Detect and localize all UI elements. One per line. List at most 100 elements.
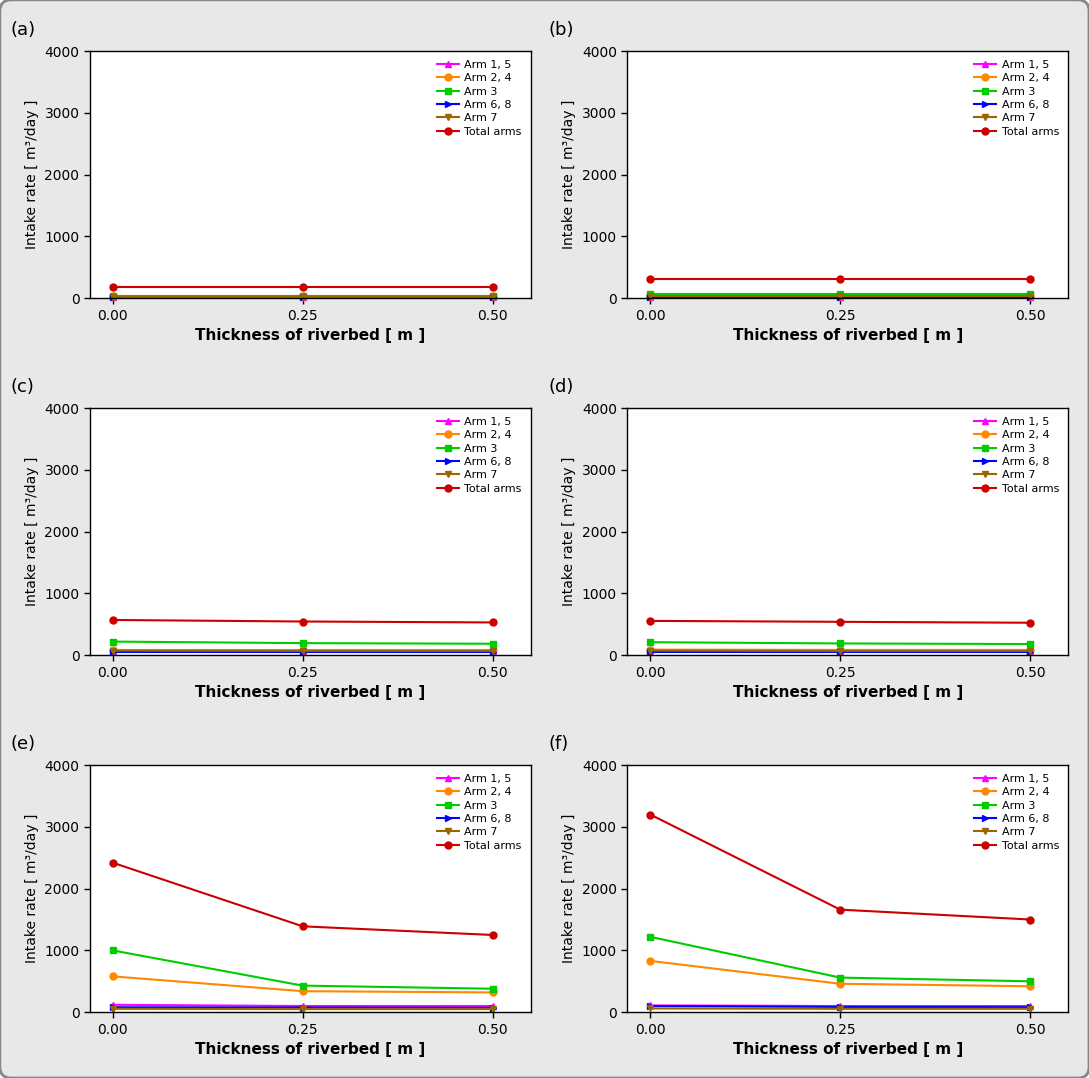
Line: Arm 2, 4: Arm 2, 4 — [109, 293, 497, 300]
Total arms — [644, 273, 657, 286]
Arm 2, 4 — [834, 289, 847, 302]
Total arms — [834, 903, 847, 916]
Line: Arm 7: Arm 7 — [109, 647, 497, 654]
Total arms — [486, 928, 499, 941]
Arm 7 — [644, 644, 657, 657]
Arm 3 — [1024, 288, 1037, 301]
Arm 3 — [644, 288, 657, 301]
Arm 6, 8 — [644, 290, 657, 303]
Arm 7 — [1024, 290, 1037, 303]
Total arms — [644, 808, 657, 821]
Arm 3 — [296, 637, 309, 650]
Arm 2, 4 — [486, 290, 499, 303]
Arm 7 — [486, 1003, 499, 1015]
Arm 2, 4 — [834, 978, 847, 991]
Line: Arm 3: Arm 3 — [109, 638, 497, 647]
Line: Total arms: Total arms — [647, 276, 1033, 282]
Arm 6, 8 — [296, 646, 309, 659]
Arm 6, 8 — [834, 290, 847, 303]
X-axis label: Thickness of riverbed [ m ]: Thickness of riverbed [ m ] — [733, 328, 963, 343]
Line: Arm 2, 4: Arm 2, 4 — [647, 646, 1033, 653]
Line: Arm 3: Arm 3 — [647, 639, 1033, 648]
Line: Arm 6, 8: Arm 6, 8 — [109, 1004, 497, 1011]
Text: (b): (b) — [548, 20, 574, 39]
Text: (a): (a) — [11, 20, 36, 39]
Arm 3 — [834, 637, 847, 650]
Arm 1, 5 — [834, 645, 847, 658]
Total arms — [296, 616, 309, 628]
Line: Arm 6, 8: Arm 6, 8 — [109, 648, 497, 655]
Arm 1, 5 — [296, 290, 309, 303]
Text: (d): (d) — [548, 377, 574, 396]
Line: Arm 6, 8: Arm 6, 8 — [109, 294, 497, 301]
Total arms — [106, 613, 119, 626]
Total arms — [1024, 273, 1037, 286]
Arm 7 — [834, 645, 847, 658]
Arm 6, 8 — [296, 1001, 309, 1014]
Arm 6, 8 — [486, 646, 499, 659]
Arm 1, 5 — [106, 998, 119, 1011]
Arm 1, 5 — [644, 999, 657, 1012]
Line: Arm 2, 4: Arm 2, 4 — [109, 646, 497, 653]
Arm 1, 5 — [486, 645, 499, 658]
Arm 7 — [1024, 645, 1037, 658]
Line: Total arms: Total arms — [647, 618, 1033, 626]
Arm 7 — [486, 290, 499, 303]
Arm 7 — [106, 644, 119, 657]
Arm 7 — [106, 290, 119, 303]
Arm 1, 5 — [106, 290, 119, 303]
Arm 7 — [834, 1003, 847, 1015]
Arm 2, 4 — [296, 644, 309, 657]
Arm 2, 4 — [296, 290, 309, 303]
X-axis label: Thickness of riverbed [ m ]: Thickness of riverbed [ m ] — [195, 328, 426, 343]
Arm 3 — [106, 635, 119, 648]
X-axis label: Thickness of riverbed [ m ]: Thickness of riverbed [ m ] — [195, 1042, 426, 1058]
Arm 2, 4 — [1024, 289, 1037, 302]
Arm 6, 8 — [644, 646, 657, 659]
Arm 6, 8 — [106, 1000, 119, 1013]
Line: Total arms: Total arms — [647, 811, 1033, 923]
Arm 2, 4 — [1024, 980, 1037, 993]
Arm 6, 8 — [106, 291, 119, 304]
Arm 6, 8 — [296, 291, 309, 304]
Arm 3 — [486, 982, 499, 995]
Y-axis label: Intake rate [ m³/day ]: Intake rate [ m³/day ] — [562, 100, 576, 249]
Line: Arm 1, 5: Arm 1, 5 — [109, 1001, 497, 1009]
Arm 2, 4 — [1024, 644, 1037, 657]
Arm 2, 4 — [834, 644, 847, 657]
Line: Arm 7: Arm 7 — [109, 1006, 497, 1012]
Arm 3 — [1024, 637, 1037, 650]
Y-axis label: Intake rate [ m³/day ]: Intake rate [ m³/day ] — [25, 814, 39, 964]
Arm 1, 5 — [834, 999, 847, 1012]
Arm 7 — [296, 290, 309, 303]
Line: Arm 2, 4: Arm 2, 4 — [647, 957, 1033, 990]
Arm 1, 5 — [1024, 999, 1037, 1012]
Arm 2, 4 — [486, 644, 499, 657]
Total arms — [1024, 913, 1037, 926]
Legend: Arm 1, 5, Arm 2, 4, Arm 3, Arm 6, 8, Arm 7, Total arms: Arm 1, 5, Arm 2, 4, Arm 3, Arm 6, 8, Arm… — [433, 414, 525, 497]
Total arms — [644, 614, 657, 627]
Arm 3 — [106, 944, 119, 957]
Arm 2, 4 — [106, 970, 119, 983]
Arm 2, 4 — [644, 644, 657, 657]
Legend: Arm 1, 5, Arm 2, 4, Arm 3, Arm 6, 8, Arm 7, Total arms: Arm 1, 5, Arm 2, 4, Arm 3, Arm 6, 8, Arm… — [433, 57, 525, 140]
Arm 1, 5 — [486, 999, 499, 1012]
Arm 1, 5 — [834, 290, 847, 303]
Line: Arm 1, 5: Arm 1, 5 — [647, 293, 1033, 301]
Line: Arm 2, 4: Arm 2, 4 — [647, 292, 1033, 300]
Arm 7 — [644, 290, 657, 303]
Line: Arm 6, 8: Arm 6, 8 — [647, 1003, 1033, 1011]
Arm 3 — [644, 636, 657, 649]
Line: Arm 7: Arm 7 — [647, 1005, 1033, 1012]
Arm 7 — [644, 1003, 657, 1015]
Legend: Arm 1, 5, Arm 2, 4, Arm 3, Arm 6, 8, Arm 7, Total arms: Arm 1, 5, Arm 2, 4, Arm 3, Arm 6, 8, Arm… — [433, 771, 525, 854]
Line: Arm 1, 5: Arm 1, 5 — [109, 293, 497, 301]
Line: Arm 2, 4: Arm 2, 4 — [109, 972, 497, 996]
Arm 1, 5 — [644, 645, 657, 658]
Y-axis label: Intake rate [ m³/day ]: Intake rate [ m³/day ] — [562, 457, 576, 606]
Arm 2, 4 — [106, 644, 119, 657]
Arm 3 — [834, 288, 847, 301]
Line: Arm 3: Arm 3 — [109, 292, 497, 300]
Total arms — [834, 273, 847, 286]
Line: Arm 6, 8: Arm 6, 8 — [647, 293, 1033, 301]
